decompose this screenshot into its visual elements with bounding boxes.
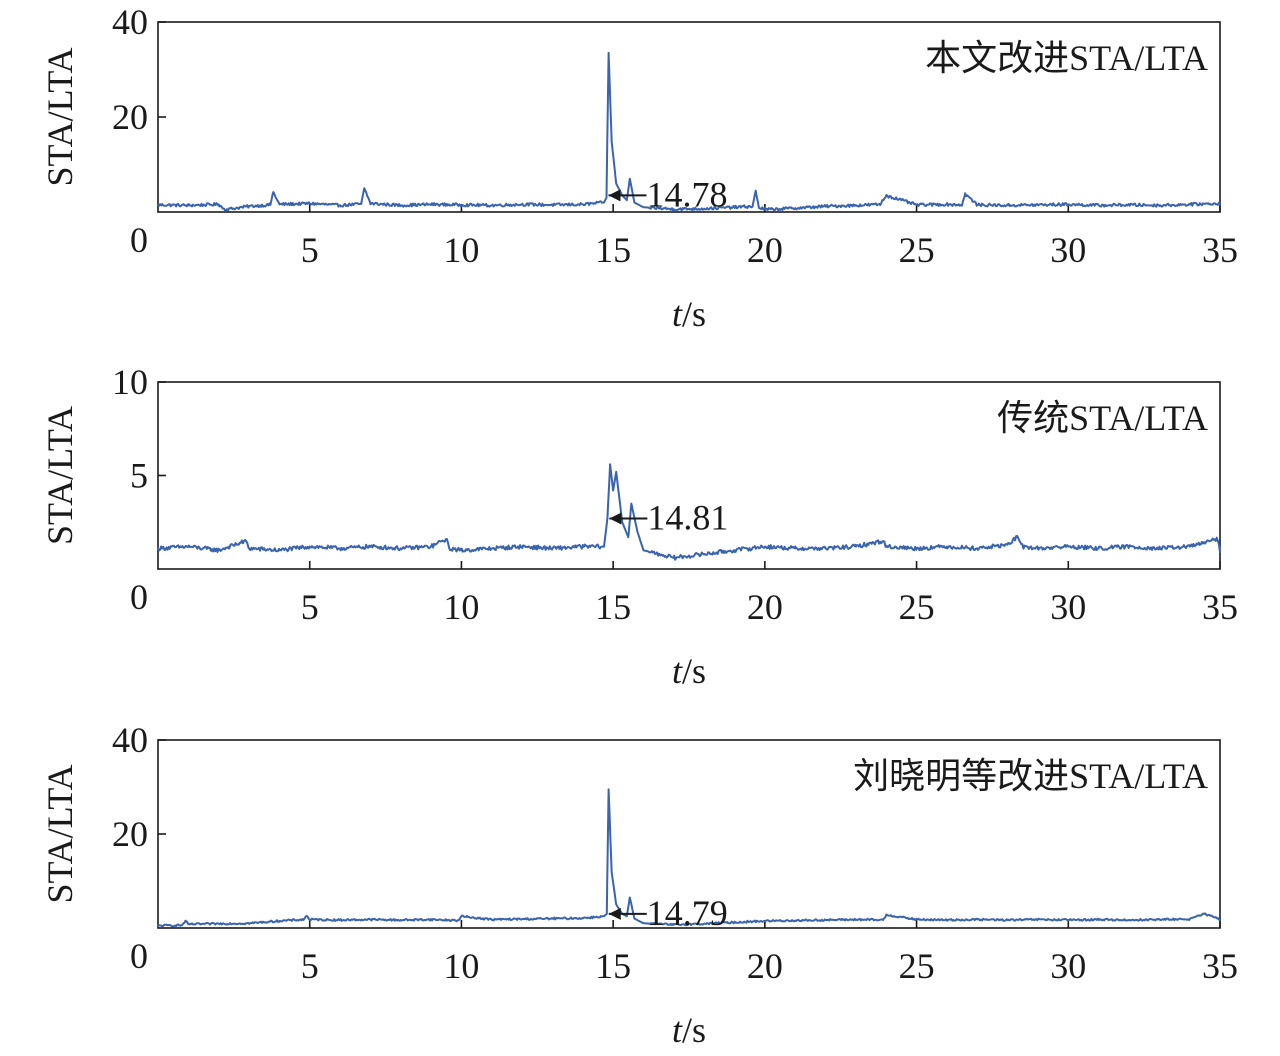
- x-tick-label: 25: [899, 946, 935, 986]
- x-axis-title-unit: /s: [682, 1010, 706, 1050]
- x-tick-label: 15: [595, 587, 631, 627]
- annotation-arrowhead: [608, 907, 621, 920]
- y-axis-title: STA/LTA: [40, 406, 80, 545]
- y-tick-label: 5: [130, 456, 148, 496]
- origin-label: 0: [130, 577, 148, 617]
- x-tick-label: 10: [443, 946, 479, 986]
- x-tick-label: 20: [747, 230, 783, 270]
- x-tick-label: 30: [1050, 230, 1086, 270]
- x-tick-label: 35: [1202, 230, 1238, 270]
- origin-label: 0: [130, 220, 148, 260]
- x-axis-title-var: t: [672, 651, 683, 691]
- x-tick-label: 5: [301, 587, 319, 627]
- panel-title: 本文改进STA/LTA: [925, 38, 1208, 78]
- x-tick-label: 5: [301, 230, 319, 270]
- x-tick-label: 35: [1202, 587, 1238, 627]
- x-tick-label: 25: [899, 230, 935, 270]
- y-tick-label: 10: [112, 362, 148, 402]
- chart-panel-liu-improved: 5 10 15 20 25 30 35 20 40 0 STA/LTA t/s 刘晓明等改进STA/LT…: [40, 720, 1238, 1050]
- series-line: [157, 51, 1221, 212]
- x-tick-label: 30: [1050, 587, 1086, 627]
- annotation-arrowhead: [608, 189, 621, 202]
- x-axis-title: t/s: [672, 651, 706, 691]
- panel-title: 刘晓明等改进STA/LTA: [853, 756, 1208, 796]
- x-tick-label: 25: [899, 587, 935, 627]
- series-line: [157, 463, 1221, 561]
- y-tick-label: 40: [112, 2, 148, 42]
- chart-panel-improved: 5 10 15 20 25 30 35 20 40 0 STA/LTA t/s 本文改进STA/LTA 1…: [40, 2, 1238, 334]
- x-axis-title-var: t: [672, 294, 683, 334]
- origin-label: 0: [130, 936, 148, 976]
- series-line: [157, 788, 1221, 928]
- annotation-label: 14.78: [646, 174, 727, 214]
- x-axis-title: t/s: [672, 1010, 706, 1050]
- x-tick-label: 20: [747, 946, 783, 986]
- x-tick-label: 20: [747, 587, 783, 627]
- y-tick-label: 20: [112, 814, 148, 854]
- x-axis-title-var: t: [672, 1010, 683, 1050]
- x-axis-title: t/s: [672, 294, 706, 334]
- x-tick-label: 30: [1050, 946, 1086, 986]
- annotation-label: 14.79: [647, 893, 728, 933]
- chart-panel-traditional: 5 10 15 20 25 30 35 5 10 0 STA/LTA t/s 传统STA/LTA 14.8…: [40, 362, 1238, 691]
- x-tick-label: 5: [301, 946, 319, 986]
- y-axis-title: STA/LTA: [40, 48, 80, 187]
- annotation-arrowhead: [609, 512, 622, 525]
- panel-title: 传统STA/LTA: [997, 398, 1208, 438]
- x-axis-title-unit: /s: [682, 651, 706, 691]
- x-tick-label: 10: [443, 587, 479, 627]
- x-tick-label: 10: [443, 230, 479, 270]
- x-tick-label: 35: [1202, 946, 1238, 986]
- x-tick-label: 15: [595, 230, 631, 270]
- y-tick-label: 20: [112, 97, 148, 137]
- y-axis-title: STA/LTA: [40, 765, 80, 904]
- x-tick-label: 15: [595, 946, 631, 986]
- y-tick-label: 40: [112, 720, 148, 760]
- x-axis-title-unit: /s: [682, 294, 706, 334]
- annotation-label: 14.81: [647, 498, 728, 538]
